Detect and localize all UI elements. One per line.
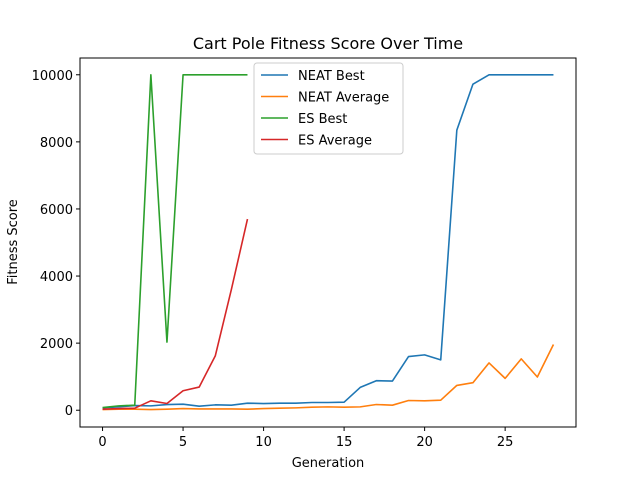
y-axis-title: Fitness Score [6,199,21,285]
y-tick-label: 0 [65,404,73,419]
x-tick-label: 5 [179,435,187,450]
legend-box [253,62,404,155]
legend-label-neat-average: NEAT Average [298,91,389,106]
legend-label-neat-best: NEAT Best [298,69,365,84]
y-tick-label: 4000 [40,270,73,285]
plot-area [102,73,555,411]
x-tick-label: 20 [416,435,433,450]
series-line-es-best [102,73,248,409]
x-tick-label: 15 [336,435,353,450]
x-axis-title: Generation [292,456,365,471]
legend-label-es-average: ES Average [298,134,372,149]
chart-title: Cart Pole Fitness Score Over Time [193,34,463,53]
y-axis: 0 2000 4000 6000 8000 10000 [32,69,80,419]
x-axis: 0 5 10 15 20 25 [98,427,513,450]
y-tick-label: 10000 [32,69,73,84]
series-line-neat-best [102,73,554,409]
y-tick-label: 2000 [40,337,73,352]
plot-frame [79,57,577,428]
x-tick-label: 0 [98,435,106,450]
legend-label-es-best: ES Best [298,112,347,127]
x-tick-label: 10 [255,435,272,450]
legend: NEAT Best NEAT Average ES Best ES Average [253,62,404,155]
series-line-es-average [102,218,249,411]
y-tick-label: 6000 [40,203,73,218]
series-line-neat-average [102,344,555,411]
y-tick-label: 8000 [40,136,73,151]
x-tick-label: 25 [497,435,514,450]
